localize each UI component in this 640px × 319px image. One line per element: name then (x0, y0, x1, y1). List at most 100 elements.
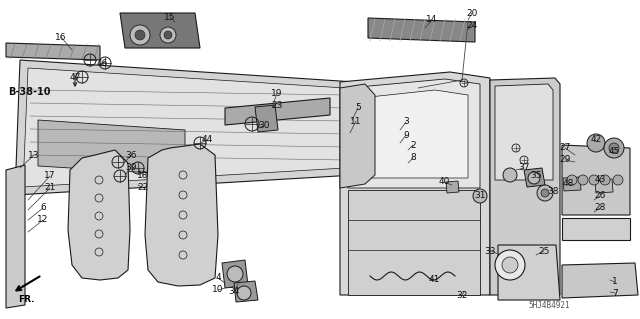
Circle shape (164, 31, 172, 39)
Text: 10: 10 (212, 286, 224, 294)
Text: FR.: FR. (18, 295, 35, 304)
Polygon shape (23, 68, 345, 187)
Text: 26: 26 (595, 191, 605, 201)
Text: 35: 35 (531, 172, 541, 181)
Text: 11: 11 (350, 116, 362, 125)
Circle shape (578, 175, 588, 185)
Polygon shape (562, 145, 630, 215)
Text: 36: 36 (125, 151, 137, 160)
Text: 19: 19 (271, 88, 283, 98)
Circle shape (528, 172, 540, 184)
Text: 23: 23 (271, 100, 283, 109)
Circle shape (130, 25, 150, 45)
Text: 7: 7 (612, 288, 618, 298)
Polygon shape (360, 90, 468, 178)
Text: 13: 13 (28, 151, 40, 160)
Circle shape (609, 143, 619, 153)
Text: 16: 16 (55, 33, 67, 41)
Text: 18: 18 (137, 170, 148, 180)
Text: 12: 12 (37, 216, 49, 225)
Polygon shape (225, 98, 330, 125)
Text: 20: 20 (467, 9, 477, 18)
Circle shape (541, 189, 549, 197)
Text: 5: 5 (355, 103, 361, 113)
Polygon shape (595, 179, 613, 193)
Text: 42: 42 (590, 136, 602, 145)
Polygon shape (368, 18, 475, 42)
Circle shape (503, 168, 517, 182)
Text: 17: 17 (44, 172, 56, 181)
Text: 43: 43 (595, 175, 605, 184)
Text: 38: 38 (547, 187, 559, 196)
Text: 3: 3 (403, 117, 409, 127)
Polygon shape (255, 105, 278, 132)
Circle shape (604, 138, 624, 158)
Text: 22: 22 (138, 183, 148, 192)
Polygon shape (145, 144, 218, 286)
Polygon shape (222, 260, 248, 288)
Polygon shape (120, 13, 200, 48)
Text: 4: 4 (215, 273, 221, 283)
Text: 30: 30 (259, 122, 269, 130)
Circle shape (537, 185, 553, 201)
Circle shape (587, 134, 605, 152)
Text: 24: 24 (467, 20, 477, 29)
Text: 21: 21 (44, 183, 56, 192)
Polygon shape (348, 190, 480, 295)
Text: 5HJ4B4921: 5HJ4B4921 (528, 301, 570, 310)
Text: 47: 47 (69, 73, 81, 83)
Circle shape (613, 175, 623, 185)
Polygon shape (340, 72, 490, 295)
Circle shape (237, 286, 251, 300)
Text: 40: 40 (438, 177, 450, 187)
Text: 45: 45 (608, 147, 620, 157)
Circle shape (502, 257, 518, 273)
Polygon shape (38, 120, 185, 175)
Polygon shape (234, 281, 258, 302)
Polygon shape (15, 60, 355, 195)
Text: 29: 29 (559, 155, 571, 165)
Text: 9: 9 (403, 130, 409, 139)
Text: 15: 15 (164, 12, 176, 21)
Circle shape (600, 175, 610, 185)
Polygon shape (6, 43, 100, 60)
Text: 2: 2 (410, 140, 416, 150)
Circle shape (227, 266, 243, 282)
Text: 27: 27 (559, 144, 571, 152)
Text: 33: 33 (484, 247, 496, 256)
Text: 25: 25 (538, 247, 550, 256)
Text: 8: 8 (410, 153, 416, 162)
Circle shape (135, 30, 145, 40)
Polygon shape (446, 181, 459, 193)
Polygon shape (348, 79, 480, 188)
Polygon shape (563, 177, 581, 191)
Text: 1: 1 (612, 278, 618, 286)
Polygon shape (562, 218, 630, 240)
Circle shape (495, 250, 525, 280)
Text: 48: 48 (563, 179, 573, 188)
Polygon shape (490, 78, 560, 295)
Text: 44: 44 (202, 136, 212, 145)
Text: 39: 39 (125, 164, 137, 173)
Text: 34: 34 (228, 287, 240, 296)
Circle shape (160, 27, 176, 43)
Text: 6: 6 (40, 204, 46, 212)
Circle shape (473, 189, 487, 203)
Text: 32: 32 (456, 291, 468, 300)
Polygon shape (524, 168, 545, 187)
Text: 41: 41 (428, 276, 440, 285)
Text: 14: 14 (426, 16, 438, 25)
Circle shape (589, 175, 599, 185)
Circle shape (567, 175, 577, 185)
Polygon shape (562, 263, 638, 298)
Text: 37: 37 (518, 164, 530, 173)
Text: B-38-10: B-38-10 (8, 87, 51, 97)
Polygon shape (495, 84, 553, 180)
Text: 28: 28 (595, 204, 605, 212)
Text: 46: 46 (96, 58, 108, 68)
Polygon shape (68, 150, 130, 280)
Polygon shape (340, 84, 375, 188)
Text: 31: 31 (474, 191, 486, 201)
Polygon shape (6, 165, 25, 308)
Polygon shape (498, 245, 560, 300)
